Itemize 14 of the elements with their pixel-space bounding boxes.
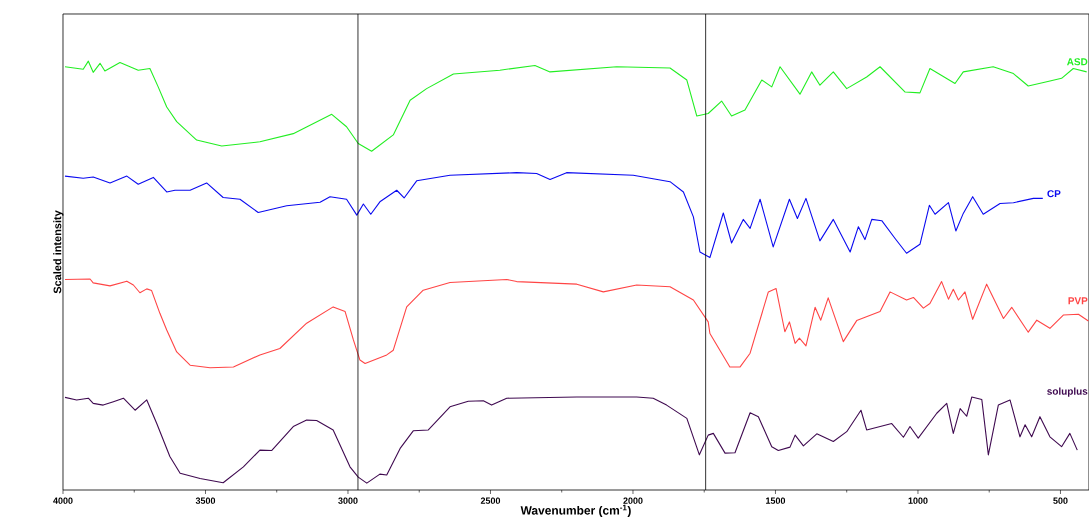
x-tick-label: 3000 xyxy=(338,497,358,504)
text: soluplus xyxy=(1047,387,1088,397)
series-label: ASD xyxy=(1066,58,1088,66)
x-tick-label: 4000 xyxy=(53,497,73,504)
x-tick-label: 3500 xyxy=(195,497,216,504)
x-axis-title: Wavenumber (cm$^{-1}$) xyxy=(520,504,631,518)
x-tick-label: 1000 xyxy=(908,497,928,504)
x-tick-label: 1500 xyxy=(766,497,786,504)
series-label: CP xyxy=(1047,190,1061,198)
y-axis-title: Scaled intensity xyxy=(53,210,64,294)
x-tick-label: 2000 xyxy=(623,497,643,504)
x-tick-label: 500 xyxy=(1053,497,1068,504)
series-label: PVP xyxy=(1068,297,1088,305)
x-tick-label: 2500 xyxy=(480,497,501,504)
